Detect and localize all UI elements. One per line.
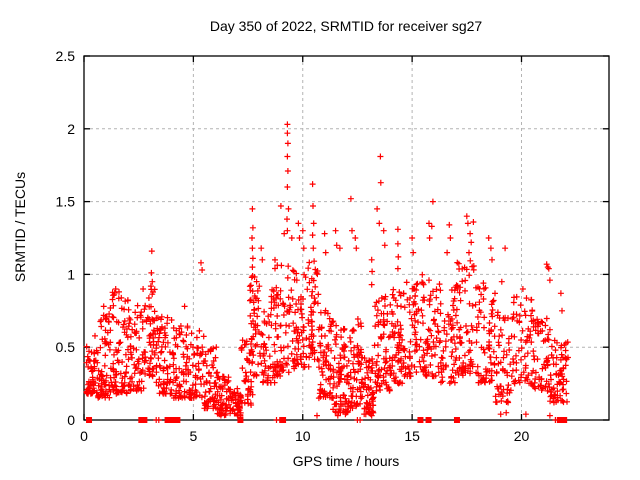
zero-value-square — [417, 417, 424, 423]
zero-value-square — [453, 417, 460, 423]
zero-value-square — [425, 417, 432, 423]
scatter-points — [83, 121, 571, 423]
y-tick-label: 2 — [67, 121, 75, 137]
zero-value-square — [237, 417, 244, 423]
zero-value-square — [556, 417, 563, 423]
plot-border — [83, 55, 610, 421]
zero-value-square — [561, 417, 568, 423]
y-tick-label: 0 — [67, 412, 75, 428]
zero-value-square — [86, 417, 93, 423]
x-tick-label: 10 — [295, 428, 311, 444]
y-tick-label: 0.5 — [56, 339, 76, 355]
x-tick-label: 20 — [514, 428, 530, 444]
y-axis-label: SRMTID / TECUs — [12, 172, 28, 282]
x-tick-label: 5 — [189, 428, 197, 444]
y-tick-labels: 0 0.5 1 1.5 2 2.5 — [56, 48, 76, 428]
zero-value-square — [174, 417, 181, 423]
x-tick-label: 0 — [80, 428, 88, 444]
zero-value-square — [168, 417, 175, 423]
x-tick-labels: 0 5 10 15 20 — [80, 428, 529, 444]
y-tick-label: 1 — [67, 266, 75, 282]
x-tick-label: 15 — [404, 428, 420, 444]
y-tick-label: 2.5 — [56, 48, 76, 64]
y-tick-label: 1.5 — [56, 194, 76, 210]
zero-value-markers — [86, 417, 568, 423]
zero-value-square — [141, 417, 148, 423]
zero-value-square — [138, 417, 145, 423]
zero-value-square — [280, 417, 287, 423]
chart-title: Day 350 of 2022, SRMTID for receiver sg2… — [210, 18, 483, 34]
x-axis-label: GPS time / hours — [293, 453, 400, 469]
zero-value-square — [164, 417, 171, 423]
